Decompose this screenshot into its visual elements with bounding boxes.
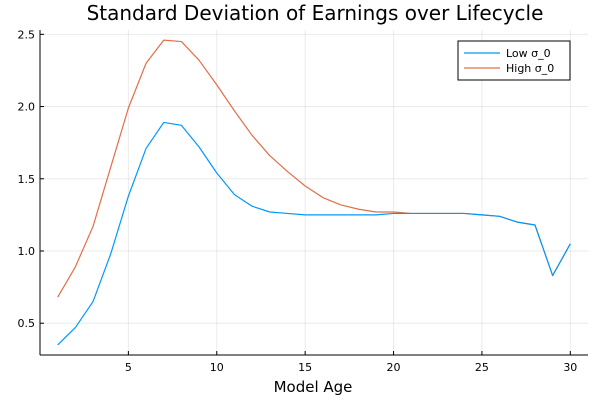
axes [39, 30, 588, 356]
x-tick-label: 10 [210, 361, 224, 374]
y-tick-label: 0.5 [18, 317, 36, 330]
y-tick-label: 1.5 [18, 173, 36, 186]
y-tick-label: 2.5 [18, 28, 36, 41]
x-axis-label: Model Age [274, 378, 353, 396]
y-tick-labels: 0.5 1.0 1.5 2.0 2.5 [18, 28, 44, 330]
x-tick-label: 30 [563, 361, 577, 374]
y-tick-label: 1.0 [18, 245, 36, 258]
grid [40, 30, 588, 355]
series-lines [57, 39, 571, 346]
x-tick-label: 15 [298, 361, 312, 374]
chart-title: Standard Deviation of Earnings over Life… [87, 1, 544, 25]
legend-label: Low σ_0 [506, 47, 551, 60]
x-tick-labels: 5 10 15 20 25 30 [125, 351, 577, 374]
x-tick-label: 5 [125, 361, 132, 374]
series-line-low [57, 121, 571, 346]
y-tick-label: 2.0 [18, 101, 36, 114]
legend-label: High σ_0 [506, 62, 554, 75]
x-tick-label: 25 [475, 361, 489, 374]
legend-box [457, 40, 571, 81]
legend: Low σ_0 High σ_0 [457, 40, 571, 81]
x-tick-label: 20 [387, 361, 401, 374]
